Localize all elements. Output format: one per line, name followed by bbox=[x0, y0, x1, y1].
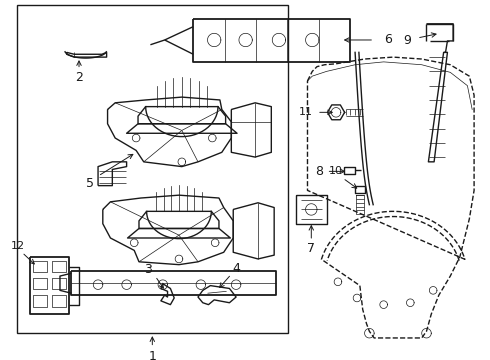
Text: 5: 5 bbox=[86, 177, 95, 190]
Text: 7: 7 bbox=[307, 242, 315, 255]
Text: 3: 3 bbox=[145, 263, 152, 276]
Text: 8: 8 bbox=[315, 165, 323, 178]
Text: 6: 6 bbox=[385, 33, 392, 46]
Text: 12: 12 bbox=[11, 240, 25, 251]
Text: 1: 1 bbox=[148, 350, 156, 360]
Text: 11: 11 bbox=[298, 107, 313, 117]
Bar bbox=[17, 5, 289, 333]
Text: 2: 2 bbox=[75, 71, 83, 84]
Text: 10: 10 bbox=[329, 166, 343, 176]
Text: 4: 4 bbox=[232, 262, 240, 275]
Text: 9: 9 bbox=[403, 35, 412, 48]
